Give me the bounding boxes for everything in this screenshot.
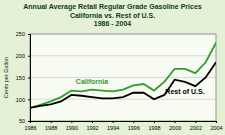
series-label: California <box>76 78 108 85</box>
title: Annual Average Retail Regular Grade Gaso… <box>23 3 202 11</box>
x-tick-label: 1992 <box>86 125 98 131</box>
chart: Annual Average Retail Regular Grade Gaso… <box>0 0 225 135</box>
y-tick <box>28 34 30 35</box>
x-tick-label: 1996 <box>128 125 140 131</box>
x-tick-group: 1986 <box>24 121 36 131</box>
series-label: Rest of U.S. <box>165 88 204 95</box>
y-tick-group: 100 <box>16 97 30 103</box>
x-tick-label: 2002 <box>190 125 202 131</box>
grid-line <box>30 55 216 56</box>
x-tick <box>154 121 155 123</box>
grid-line <box>30 34 216 35</box>
x-tick <box>133 121 134 123</box>
x-tick-label: 1994 <box>107 125 119 131</box>
plot-area <box>30 34 216 121</box>
y-axis-title: Cents per Gallon <box>3 57 9 98</box>
x-tick-group: 1992 <box>86 121 98 131</box>
x-tick-label: 2000 <box>169 125 181 131</box>
x-tick <box>216 121 217 123</box>
y-tick <box>28 121 30 122</box>
x-axis: 1986 1988 1990 1992 1994 1996 1998 2000 2002 2004 <box>24 121 222 131</box>
x-tick-group: 1988 <box>45 121 57 131</box>
x-tick <box>175 121 176 123</box>
series-line <box>30 62 216 108</box>
y-tick-label: 50 <box>19 118 25 124</box>
grid-line <box>30 77 216 78</box>
x-tick <box>195 121 196 123</box>
y-tick-group: 200 <box>16 53 30 59</box>
y-tick-group: 50 <box>19 118 30 124</box>
x-tick <box>51 121 52 123</box>
plot: 5010015020025019861988199019921994199619… <box>16 31 223 131</box>
y-tick <box>28 56 30 57</box>
y-tick <box>28 78 30 79</box>
x-tick-group: 2004 <box>210 121 222 131</box>
y-tick <box>28 99 30 100</box>
x-tick-label: 1986 <box>24 125 36 131</box>
y-tick-label: 150 <box>16 75 25 81</box>
x-tick-group: 2002 <box>190 121 202 131</box>
x-tick <box>71 121 72 123</box>
y-tick-label: 250 <box>16 31 25 37</box>
x-tick-group: 2000 <box>169 121 181 131</box>
x-tick-label: 1990 <box>66 125 78 131</box>
lines <box>30 43 216 108</box>
x-tick-label: 1998 <box>148 125 160 131</box>
x-tick <box>113 121 114 123</box>
y-tick-group: 250 <box>16 31 30 37</box>
y-tick-group: 150 <box>16 75 30 81</box>
series-line <box>30 43 216 108</box>
x-tick <box>92 121 93 123</box>
x-axis-line <box>31 122 217 124</box>
subtitle: California vs. Rest of U.S. <box>70 12 155 19</box>
subtitle: 1986 - 2004 <box>94 20 131 27</box>
x-tick-group: 1990 <box>66 121 78 131</box>
x-tick-group: 1998 <box>148 121 160 131</box>
x-tick-group: 1994 <box>107 121 119 131</box>
y-tick-label: 200 <box>16 53 25 59</box>
y-axis: 50 100 150 200 250 <box>16 31 31 124</box>
x-tick <box>30 121 31 123</box>
x-tick-label: 1988 <box>45 125 57 131</box>
x-tick-group: 1996 <box>128 121 140 131</box>
x-tick-label: 2004 <box>210 125 222 131</box>
y-tick-label: 100 <box>16 97 25 103</box>
